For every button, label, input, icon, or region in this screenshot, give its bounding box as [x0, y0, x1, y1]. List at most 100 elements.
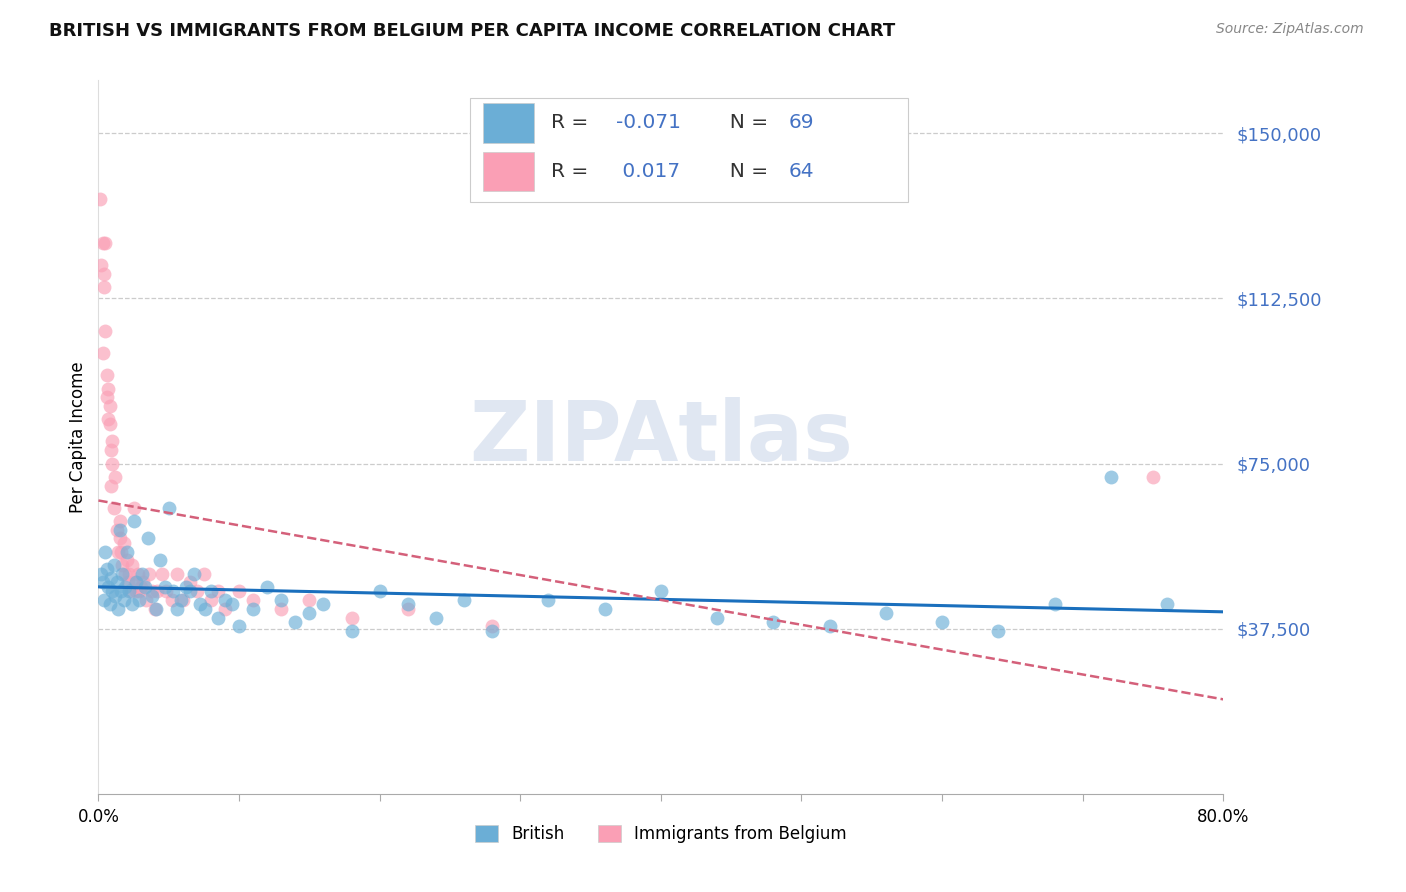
Text: 0.017: 0.017 [616, 162, 681, 181]
Point [312, 598, 335, 612]
Point [115, 553, 138, 567]
Point [186, 584, 208, 599]
Point [104, 589, 127, 603]
Point [128, 584, 150, 599]
Point [368, 584, 391, 599]
Point [101, 457, 124, 471]
Point [138, 566, 160, 581]
Point [128, 593, 150, 607]
Point [114, 566, 136, 581]
Point [228, 619, 250, 633]
Point [103, 500, 125, 515]
Text: R =: R = [551, 162, 595, 181]
Point [145, 602, 167, 616]
FancyBboxPatch shape [484, 103, 534, 143]
Point [90, 566, 112, 581]
Point [112, 536, 135, 550]
Point [125, 575, 148, 590]
Point [97, 412, 120, 426]
Point [207, 584, 229, 599]
Point [193, 566, 215, 581]
Point [149, 553, 172, 567]
Point [284, 615, 307, 629]
Point [98, 399, 121, 413]
Point [141, 584, 163, 599]
Text: 69: 69 [789, 113, 814, 133]
Text: N =: N = [717, 162, 775, 181]
Point [194, 602, 217, 616]
Point [117, 575, 139, 590]
Point [155, 584, 177, 599]
Point [104, 469, 127, 483]
Point [114, 580, 136, 594]
Y-axis label: Per Capita Income: Per Capita Income [69, 361, 87, 513]
Point [118, 566, 141, 581]
Point [214, 593, 236, 607]
Point [453, 593, 475, 607]
Point [242, 602, 264, 616]
Point [157, 500, 180, 515]
FancyBboxPatch shape [470, 98, 908, 202]
Point [110, 584, 132, 599]
Point [100, 443, 122, 458]
Point [112, 593, 135, 607]
Point [1043, 598, 1066, 612]
Point [131, 566, 153, 581]
Point [107, 544, 129, 558]
Text: 64: 64 [789, 162, 814, 181]
Text: BRITISH VS IMMIGRANTS FROM BELGIUM PER CAPITA INCOME CORRELATION CHART: BRITISH VS IMMIGRANTS FROM BELGIUM PER C… [49, 22, 896, 40]
Point [115, 544, 138, 558]
Point [200, 584, 222, 599]
Point [340, 610, 363, 624]
Point [90, 258, 112, 272]
Point [170, 593, 193, 607]
Point [98, 598, 121, 612]
Point [270, 602, 292, 616]
Point [103, 558, 125, 572]
Point [108, 532, 131, 546]
Legend: British, Immigrants from Belgium: British, Immigrants from Belgium [468, 818, 853, 850]
Point [146, 584, 169, 599]
Point [111, 558, 134, 572]
Text: ZIPAtlas: ZIPAtlas [468, 397, 853, 477]
Point [207, 610, 229, 624]
Point [127, 566, 149, 581]
Point [129, 580, 152, 594]
Point [120, 584, 142, 599]
Point [1156, 598, 1178, 612]
Point [118, 584, 141, 599]
FancyBboxPatch shape [484, 152, 534, 191]
Point [141, 589, 163, 603]
Point [256, 580, 278, 594]
Point [425, 610, 447, 624]
Point [101, 584, 124, 599]
Point [125, 584, 148, 599]
Point [94, 324, 117, 338]
Point [298, 593, 321, 607]
Point [100, 478, 122, 492]
Point [166, 566, 188, 581]
Point [98, 417, 121, 431]
Point [111, 566, 134, 581]
Point [97, 382, 120, 396]
Point [650, 584, 672, 599]
Text: -0.071: -0.071 [616, 113, 681, 133]
Text: R =: R = [551, 113, 595, 133]
Point [818, 619, 841, 633]
Point [97, 580, 120, 594]
Point [166, 602, 188, 616]
Point [100, 571, 122, 585]
Point [124, 575, 146, 590]
Point [172, 593, 194, 607]
Text: N =: N = [717, 113, 775, 133]
Point [1099, 469, 1122, 483]
Point [242, 593, 264, 607]
Point [93, 267, 115, 281]
Point [150, 566, 173, 581]
Point [1142, 469, 1164, 483]
Point [179, 584, 201, 599]
Point [221, 598, 243, 612]
Point [214, 602, 236, 616]
Point [481, 619, 503, 633]
Point [134, 580, 156, 594]
